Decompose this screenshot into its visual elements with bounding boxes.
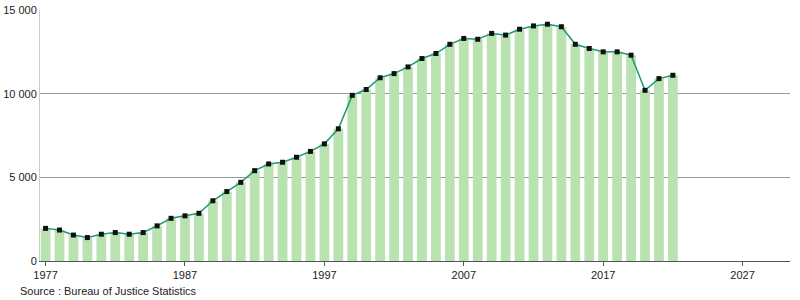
svg-text:1987: 1987: [173, 269, 197, 281]
svg-text:2017: 2017: [591, 269, 615, 281]
svg-text:10 000: 10 000: [3, 88, 37, 100]
svg-text:0: 0: [31, 255, 37, 267]
svg-text:2027: 2027: [730, 269, 754, 281]
svg-text:2007: 2007: [452, 269, 476, 281]
svg-text:15 000: 15 000: [3, 4, 37, 16]
svg-text:5 000: 5 000: [9, 171, 37, 183]
svg-text:1997: 1997: [312, 269, 336, 281]
svg-text:1977: 1977: [33, 269, 57, 281]
svg-text:Source : Bureau of Justice Sta: Source : Bureau of Justice Statistics: [20, 285, 197, 297]
